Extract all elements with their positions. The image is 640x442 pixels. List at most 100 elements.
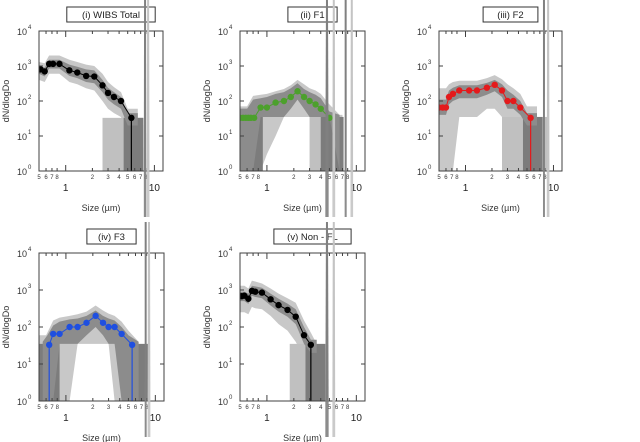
data-point [307, 341, 315, 349]
y-tick-exponent: 3 [28, 284, 32, 290]
size-spike-dark [325, 0, 329, 171]
x-minor-tick-label: 5 [525, 175, 529, 181]
data-point [128, 341, 136, 349]
title-box [86, 228, 137, 245]
y-tick-exponent: 3 [229, 60, 233, 66]
x-minor-tick-label: 6 [245, 175, 249, 181]
y-tick-label: 10 [17, 286, 27, 296]
y-tick-exponent: 2 [28, 95, 32, 101]
data-point [82, 72, 90, 80]
y-tick-label: 10 [17, 323, 27, 333]
spike-layer [143, 0, 550, 437]
title-box [66, 6, 156, 23]
x-minor-tick-label: 5 [328, 405, 332, 411]
size-spike-dark [344, 0, 347, 171]
x-axis-label: Size (µm) [283, 203, 322, 213]
data-point [442, 104, 450, 111]
data-point [49, 60, 57, 68]
x-minor-tick-label: 6 [444, 175, 448, 181]
x-axis-label: Size (µm) [481, 203, 520, 213]
y-tick-label: 10 [218, 397, 228, 407]
y-tick-label: 10 [17, 360, 27, 370]
data-point [465, 87, 473, 94]
x-major-tick-label: 1 [63, 183, 69, 194]
x-major-tick-label: 10 [548, 183, 560, 194]
panel-title: (iv) F3 [98, 232, 125, 243]
y-tick-label: 10 [17, 62, 27, 72]
y-tick-exponent: 1 [229, 130, 233, 136]
y-tick-exponent: 3 [428, 60, 432, 66]
x-minor-tick-label: 8 [455, 175, 459, 181]
x-minor-tick-label: 6 [335, 175, 339, 181]
x-minor-tick-label: 6 [134, 405, 138, 411]
x-minor-tick-label: 3 [308, 405, 312, 411]
size-spike-dark [144, 222, 147, 401]
data-point [92, 312, 99, 320]
y-tick-exponent: 0 [229, 165, 233, 171]
y-tick-exponent: 4 [428, 25, 432, 31]
y-tick-label: 10 [417, 132, 427, 142]
plot-area [439, 75, 548, 171]
size-spike-tail-dark [325, 401, 329, 437]
size-spike-dark [325, 222, 329, 401]
x-minor-tick-label: 7 [50, 175, 54, 181]
x-minor-tick-label: 6 [133, 175, 137, 181]
x-minor-tick-label: 4 [319, 175, 323, 181]
y-tick-exponent: 0 [428, 165, 432, 171]
y-tick-label: 10 [417, 167, 427, 177]
data-point [312, 101, 319, 108]
x-minor-tick-label: 6 [44, 405, 48, 411]
uncertainty-band-inner [42, 310, 139, 401]
data-point [456, 87, 463, 94]
x-minor-tick-label: 5 [328, 175, 332, 181]
data-point [118, 330, 125, 338]
data-point [252, 288, 259, 295]
size-spike-tail-dark [542, 171, 545, 217]
size-spike-tail-light [350, 171, 354, 217]
x-minor-tick-label: 6 [245, 405, 249, 411]
x-major-tick-label: 1 [264, 413, 270, 424]
y-axis-label: dN/dlogDo [401, 80, 411, 123]
x-axis-label: Size (µm) [82, 433, 121, 442]
y-tick-exponent: 3 [28, 60, 32, 66]
x-minor-tick-label: 8 [257, 175, 261, 181]
y-axis-label: dN/dlogDo [202, 80, 212, 123]
y-tick-label: 10 [218, 286, 228, 296]
x-minor-tick-label: 5 [127, 405, 131, 411]
data-point [306, 97, 313, 105]
plot-area [240, 79, 344, 171]
y-tick-label: 10 [417, 27, 427, 37]
x-minor-tick-label: 8 [346, 405, 350, 411]
data-point [45, 341, 53, 349]
data-point [257, 104, 264, 111]
y-tick-exponent: 0 [28, 165, 32, 171]
data-point [74, 69, 81, 76]
data-point [66, 323, 73, 331]
lower-limit-bar-dark [123, 117, 144, 171]
data-point [110, 93, 118, 101]
uncertainty-band-inner [439, 79, 537, 126]
data-point [83, 319, 90, 326]
data-point [517, 104, 524, 111]
y-tick-exponent: 0 [229, 395, 233, 401]
size-spike-tail-light [546, 171, 550, 217]
data-point [49, 330, 57, 338]
y-axis-label: dN/dlogDo [1, 306, 11, 349]
x-minor-tick-label: 5 [238, 175, 242, 181]
y-tick-exponent: 2 [28, 321, 32, 327]
data-point [292, 313, 299, 320]
data-point [74, 323, 81, 331]
size-spike-light [332, 222, 336, 401]
size-spike-tail-light [147, 401, 151, 437]
x-minor-tick-label: 5 [437, 175, 441, 181]
data-point [272, 99, 279, 106]
y-tick-label: 10 [218, 249, 228, 259]
y-axis-label: dN/dlogDo [1, 80, 11, 123]
x-minor-tick-label: 7 [341, 405, 345, 411]
x-minor-tick-label: 4 [319, 405, 323, 411]
lower-limit-bar-dark [522, 116, 543, 171]
uncertainty-band-outer [240, 280, 317, 368]
x-major-tick-label: 1 [264, 183, 270, 194]
